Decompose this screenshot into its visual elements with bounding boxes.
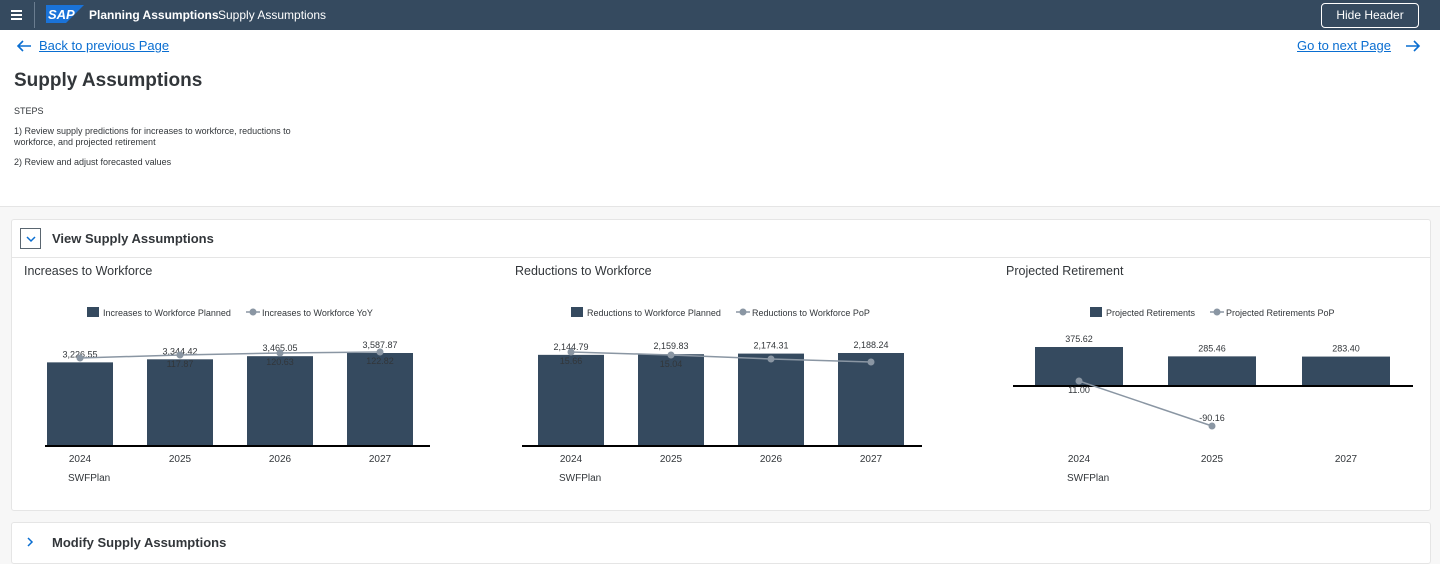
step-2: 2) Review and adjust forecasted values	[14, 157, 172, 167]
line-value-label: 117.87	[167, 359, 194, 369]
category-label: 2024	[69, 454, 92, 465]
next-link[interactable]: Go to next Page	[1297, 38, 1391, 53]
page-header: Back to previous Page Go to next Page Su…	[0, 30, 1440, 207]
chevron-down-icon	[26, 236, 36, 243]
legend-swatch-marker	[739, 308, 747, 316]
line-point	[767, 355, 775, 363]
line-value-label: -90.16	[1199, 413, 1225, 423]
arrow-right-icon[interactable]	[1405, 39, 1421, 53]
line-point	[567, 348, 575, 356]
sap-logo-text: SAP	[48, 7, 75, 22]
line-point	[76, 354, 84, 362]
series-line	[79, 351, 381, 359]
bar	[838, 353, 904, 446]
bar-value-label: 2,174.31	[753, 341, 788, 351]
steps-heading: STEPS	[14, 106, 44, 116]
line-point	[867, 358, 875, 366]
bar-value-label: 283.40	[1332, 344, 1360, 354]
category-label: 2026	[269, 454, 292, 465]
category-label: 2026	[760, 454, 783, 465]
category-label: 2024	[1068, 454, 1091, 465]
legend-swatch-marker	[249, 308, 257, 316]
bar	[47, 362, 113, 446]
modify-supply-panel: Modify Supply Assumptions	[11, 522, 1431, 564]
step-1-line-2: workforce, and projected retirement	[14, 137, 156, 147]
group-label: SWFPlan	[559, 473, 601, 484]
line-value-label: 122.82	[366, 356, 394, 366]
bar-value-label: 3,465.05	[262, 343, 297, 353]
line-value-label: 15.66	[560, 356, 583, 366]
shell-divider	[34, 2, 35, 28]
shell-bar: SAP Planning Assumptions Supply Assumpti…	[0, 0, 1440, 30]
bar-value-label: 2,144.79	[553, 342, 588, 352]
bar	[247, 356, 313, 446]
bar	[538, 354, 604, 446]
hide-header-button[interactable]: Hide Header	[1321, 3, 1419, 28]
category-label: 2027	[860, 454, 883, 465]
legend-label-bar: Projected Retirements	[1106, 308, 1196, 318]
category-label: 2024	[560, 454, 583, 465]
line-point	[276, 349, 284, 357]
category-label: 2027	[1335, 454, 1358, 465]
legend-swatch-bar	[571, 307, 583, 317]
legend-label-bar: Reductions to Workforce Planned	[587, 308, 721, 318]
bar-value-label: 3,226.55	[62, 349, 97, 359]
legend-label-line: Projected Retirements PoP	[1226, 308, 1335, 318]
line-point	[376, 348, 384, 356]
page-title: Supply Assumptions	[14, 70, 203, 91]
group-label: SWFPlan	[68, 473, 110, 484]
line-point	[1075, 377, 1083, 385]
line-value-label: 120.63	[266, 357, 294, 367]
category-label: 2025	[169, 454, 192, 465]
back-link[interactable]: Back to previous Page	[39, 38, 170, 53]
bar	[638, 354, 704, 446]
line-value-label: 15.04	[660, 359, 683, 369]
bar	[738, 353, 804, 446]
bar-value-label: 285.46	[1198, 343, 1226, 353]
sap-logo[interactable]: SAP	[46, 5, 84, 23]
bar-value-label: 2,159.83	[653, 341, 688, 351]
legend-swatch-bar	[87, 307, 99, 317]
bar	[1302, 356, 1390, 386]
category-label: 2025	[1201, 454, 1224, 465]
legend-label-bar: Increases to Workforce Planned	[103, 308, 231, 318]
line-point	[667, 351, 675, 359]
series-line	[1078, 380, 1213, 427]
app-subtitle: Supply Assumptions	[218, 8, 327, 22]
category-label: 2025	[660, 454, 683, 465]
app-title[interactable]: Planning Assumptions	[89, 8, 219, 22]
legend-label-line: Increases to Workforce YoY	[262, 308, 373, 318]
line-point	[176, 351, 184, 359]
arrow-left-icon[interactable]	[16, 39, 32, 53]
collapse-toggle[interactable]	[20, 228, 41, 249]
series-line	[570, 351, 872, 363]
bar	[347, 353, 413, 446]
bar-value-label: 3,587.87	[362, 340, 397, 350]
bar-value-label: 375.62	[1065, 334, 1093, 344]
chevron-right-icon[interactable]	[23, 535, 37, 549]
chart-title-retirement: Projected Retirement	[1006, 264, 1124, 278]
group-label: SWFPlan	[1067, 473, 1109, 484]
legend-label-line: Reductions to Workforce PoP	[752, 308, 870, 318]
line-value-label: 11.00	[1068, 385, 1090, 395]
chart-increases: Increases to Workforce Planned Increases …	[45, 307, 1413, 484]
legend-swatch-marker	[1213, 308, 1221, 316]
chart-title-increases: Increases to Workforce	[24, 264, 153, 278]
step-1-line-1: 1) Review supply predictions for increas…	[14, 126, 291, 136]
legend-swatch-bar	[1090, 307, 1102, 317]
line-point	[1208, 422, 1216, 430]
view-panel-title[interactable]: View Supply Assumptions	[52, 231, 214, 246]
bar-value-label: 3,344.42	[162, 346, 197, 356]
bar-value-label: 2,188.24	[853, 340, 888, 350]
bar	[147, 359, 213, 446]
chart-title-reductions: Reductions to Workforce	[515, 264, 652, 278]
panel-divider	[12, 257, 1430, 258]
menu-icon[interactable]	[6, 5, 28, 25]
category-label: 2027	[369, 454, 392, 465]
bar	[1168, 356, 1256, 386]
modify-panel-title[interactable]: Modify Supply Assumptions	[52, 535, 227, 550]
